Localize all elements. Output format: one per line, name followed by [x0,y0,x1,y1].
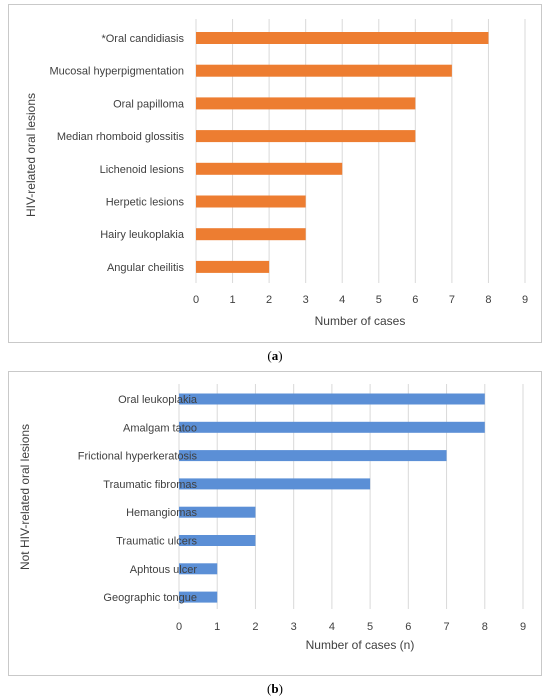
bar [196,260,270,273]
x-tick-label: 2 [252,621,258,633]
bar [196,64,452,77]
x-tick-label: 3 [303,294,309,306]
x-tick-label: 8 [482,621,488,633]
bar [179,535,256,546]
bar [196,162,343,175]
x-tick-label: 7 [449,294,455,306]
x-tick-label: 1 [229,294,235,306]
chart-a: *Oral candidiasis Mucosal hyperpigmentati… [24,19,528,328]
x-tick-label: 7 [443,621,449,633]
category-label: Median rhomboid glossitis [57,131,185,143]
x-tick-label: 0 [193,294,199,306]
y-axis-title: Not HIV-related oral lesions [18,424,32,570]
x-tick-label: 4 [329,621,335,633]
category-label: Hairy leukoplakia [100,229,185,241]
chart-panel-a: *Oral candidiasis Mucosal hyperpigmentati… [8,4,542,343]
x-tick-label: 4 [339,294,345,306]
category-label: Lichenoid lesions [100,164,185,176]
bar [179,591,218,603]
category-label: Oral leukoplakia [118,394,198,406]
category-label: Mucosal hyperpigmentation [49,66,184,78]
caption-b-label: b [271,681,279,696]
x-tick-label: 2 [266,294,272,306]
bar [196,228,306,241]
x-tick-label: 8 [485,294,491,306]
category-label: Frictional hyperkeratosis [78,451,198,463]
bar [179,421,485,433]
x-tick-label: 5 [376,294,382,306]
caption-b: (b) [267,681,283,696]
chart-panel-b: Oral leukoplakia Amalgam tatoo Frictional … [8,371,542,676]
x-tick-label: 0 [176,621,182,633]
category-label: *Oral candidiasis [101,33,184,45]
bar [196,32,489,44]
x-tick-label: 6 [405,621,411,633]
x-tick-label: 6 [412,294,418,306]
bar [179,506,256,518]
caption-a: (a) [267,348,283,363]
category-label: Amalgam tatoo [123,422,197,434]
x-tick-label: 3 [291,621,297,633]
x-axis-title: Number of cases [315,314,406,328]
x-tick-label: 5 [367,621,373,633]
y-axis-title: HIV-related oral lesions [24,93,38,217]
x-tick-label: 1 [214,621,220,633]
bar [179,478,371,490]
bar [179,393,485,405]
caption-a-label: a [271,348,279,363]
x-axis-title: Number of cases (n) [306,638,415,652]
category-label: Angular cheilitis [107,262,185,274]
bar [196,97,416,110]
bar [179,563,218,575]
category-label: Traumatic ulcers [116,536,197,548]
category-label: Oral papilloma [113,98,185,110]
category-label: Herpetic lesions [106,197,185,209]
category-label: Geographic tongue [103,592,197,604]
category-label: Hemangiomas [126,507,197,519]
category-label: Traumatic fibromas [103,479,197,491]
chart-b: Oral leukoplakia Amalgam tatoo Frictional … [18,384,526,652]
x-tick-label: 9 [520,621,526,633]
bar [196,130,416,143]
bar [196,195,306,208]
x-tick-label: 9 [522,294,528,306]
bar [179,450,447,462]
category-label: Aphtous ulcer [130,564,198,576]
